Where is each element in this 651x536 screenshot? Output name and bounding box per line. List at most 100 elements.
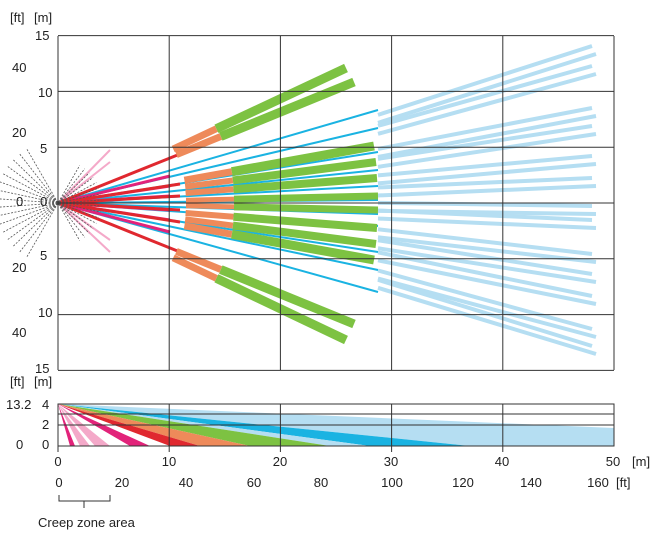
creep-hatch-line (3, 182, 97, 233)
beam-green (233, 174, 378, 194)
x-ft-tick: 40 (179, 475, 193, 490)
x-ft-tick: 0 (55, 475, 62, 490)
beam-far (377, 277, 593, 348)
beam-green (231, 229, 375, 265)
x-m-tick: 30 (384, 454, 398, 469)
beam-far (377, 52, 597, 125)
top-m-unit: [m] (34, 10, 52, 25)
creep-hatch-line (3, 173, 97, 224)
beam-far (377, 106, 593, 151)
beam-green (231, 141, 375, 177)
beam-red (57, 201, 181, 224)
beam-far (377, 184, 597, 198)
creep-hatch-line (19, 168, 86, 253)
beam-far (377, 44, 593, 117)
beam-orange (184, 177, 234, 190)
x-ft-tick: 120 (452, 475, 474, 490)
beam-magenta (57, 174, 171, 205)
top-ft-tick: 20 (12, 260, 26, 275)
x-ft-unit: [ft] (616, 475, 630, 490)
creep-hatch-line (0, 198, 102, 207)
beam-far (377, 154, 593, 178)
beam-far (377, 176, 593, 190)
x-m-tick: 0 (54, 454, 61, 469)
beam-orange (171, 254, 218, 282)
beam-orange (175, 133, 223, 158)
beam-far (377, 124, 593, 161)
beam-far (377, 227, 593, 256)
beam-cyan (57, 109, 379, 204)
side-m-unit: [m] (34, 374, 52, 389)
creep-hatch-line (26, 149, 81, 241)
top-m-tick: 15 (35, 28, 49, 43)
x-ft-tick: 20 (115, 475, 129, 490)
beam-far (377, 238, 593, 276)
beam-far (377, 208, 593, 222)
side-view-grid (57, 403, 615, 452)
beam-green (219, 77, 356, 141)
beam-red (57, 201, 181, 254)
beam-red (57, 182, 181, 205)
side-view: [ft] [m] 13.2 0 4 2 0 (6, 374, 615, 452)
top-m-tick: 5 (40, 248, 47, 263)
x-m-tick: 40 (495, 454, 509, 469)
creep-hatch-line (19, 153, 86, 238)
beam-orange (183, 222, 233, 238)
beam-red (57, 152, 181, 205)
beam-far (377, 64, 593, 128)
x-m-unit: [m] (632, 454, 650, 469)
creep-zone-hatch (0, 149, 102, 257)
beam-far (377, 268, 593, 331)
side-m-tick: 0 (42, 437, 49, 452)
beam-orange (171, 125, 218, 153)
beam-pink (57, 202, 111, 241)
x-axis-m-ticks: 0 10 20 30 40 50 [m] (54, 454, 650, 469)
beam-far (377, 132, 597, 169)
beam-far (377, 246, 597, 284)
creep-hatch-line (13, 159, 90, 234)
beam-far (377, 162, 597, 186)
x-ft-tick: 80 (314, 475, 328, 490)
beam-green (214, 274, 348, 345)
beam-far (377, 72, 597, 136)
creep-hatch-line (7, 177, 94, 240)
top-m-tick: 10 (38, 305, 52, 320)
beam-cyan (57, 169, 379, 204)
creep-hatch-line (0, 190, 101, 213)
beam-far (377, 285, 597, 356)
creep-hatch-line (0, 193, 101, 216)
beam-far (377, 250, 593, 298)
top-view-grid (57, 35, 615, 371)
x-axis-ft-ticks: 0 20 40 60 80 100 120 140 160 [ft] (55, 475, 630, 490)
top-m-ticks: 15 10 5 0 5 10 15 (35, 28, 52, 376)
top-ft-tick: 40 (12, 325, 26, 340)
side-m-tick: 4 (42, 397, 49, 412)
top-ft-unit: [ft] (10, 10, 24, 25)
top-m-tick: 15 (35, 361, 49, 376)
beam-orange (185, 210, 234, 220)
side-ft-unit: [ft] (10, 374, 24, 389)
creep-zone-bracket: Creep zone area (38, 495, 136, 530)
top-ft-tick: 40 (12, 60, 26, 75)
creep-hatch-line (26, 165, 81, 257)
beam-orange (185, 196, 235, 203)
side-ft-tick: 0 (16, 437, 23, 452)
beam-far (377, 216, 597, 230)
top-m-tick: 0 (40, 194, 47, 209)
x-ft-tick: 60 (247, 475, 261, 490)
beam-green (232, 221, 377, 248)
beam-magenta (57, 201, 171, 234)
side-ft-tick: 13.2 (6, 397, 31, 412)
beam-far (377, 276, 597, 339)
top-m-tick: 10 (38, 85, 52, 100)
top-ft-tick: 20 (12, 125, 26, 140)
beam-orange (175, 248, 223, 273)
x-ft-tick: 160 (587, 475, 609, 490)
creep-zone-label: Creep zone area (38, 515, 136, 530)
beam-green (233, 212, 378, 232)
x-m-tick: 20 (273, 454, 287, 469)
x-ft-tick: 100 (381, 475, 403, 490)
top-view-beams (57, 44, 597, 356)
top-ft-tick: 0 (16, 194, 23, 209)
